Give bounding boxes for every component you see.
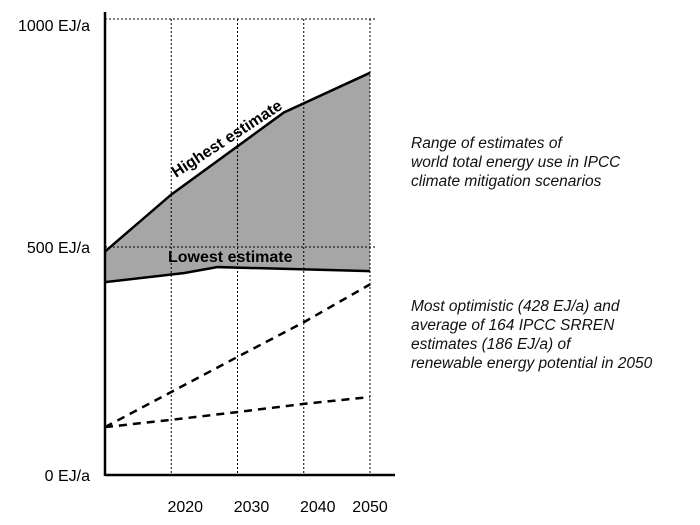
- x-tick-label: 2040: [300, 499, 336, 516]
- annotation-line: average of 164 IPCC SRREN: [411, 317, 615, 334]
- annotation-line: estimates (186 EJ/a) of: [411, 336, 571, 353]
- annotation-line: renewable energy potential in 2050: [411, 355, 653, 372]
- y-tick-label: 0 EJ/a: [45, 468, 90, 485]
- y-tick-label: 1000 EJ/a: [18, 18, 90, 35]
- average-renewable-potential-line: [104, 395, 371, 429]
- lowest-estimate-label: Lowest estimate: [168, 249, 293, 266]
- optimistic-renewable-potential-line: [104, 283, 371, 429]
- highest-estimate-line: [104, 71, 371, 253]
- lowest-estimate-line: [104, 265, 371, 284]
- x-tick-label: 2030: [234, 499, 270, 516]
- range-band: [105, 72, 370, 283]
- annotation-energy-use: Range of estimates of world total energy…: [411, 134, 620, 191]
- annotation-line: climate mitigation scenarios: [411, 173, 602, 190]
- x-tick-label: 2050: [352, 499, 388, 516]
- annotation-renewable-potential: Most optimistic (428 EJ/a) and average o…: [411, 297, 652, 373]
- annotation-line: Range of estimates of: [411, 135, 562, 152]
- annotation-line: world total energy use in IPCC: [411, 154, 621, 171]
- annotation-line: Most optimistic (428 EJ/a) and: [411, 298, 620, 315]
- x-tick-label: 2020: [167, 499, 203, 516]
- y-tick-label: 500 EJ/a: [27, 240, 90, 257]
